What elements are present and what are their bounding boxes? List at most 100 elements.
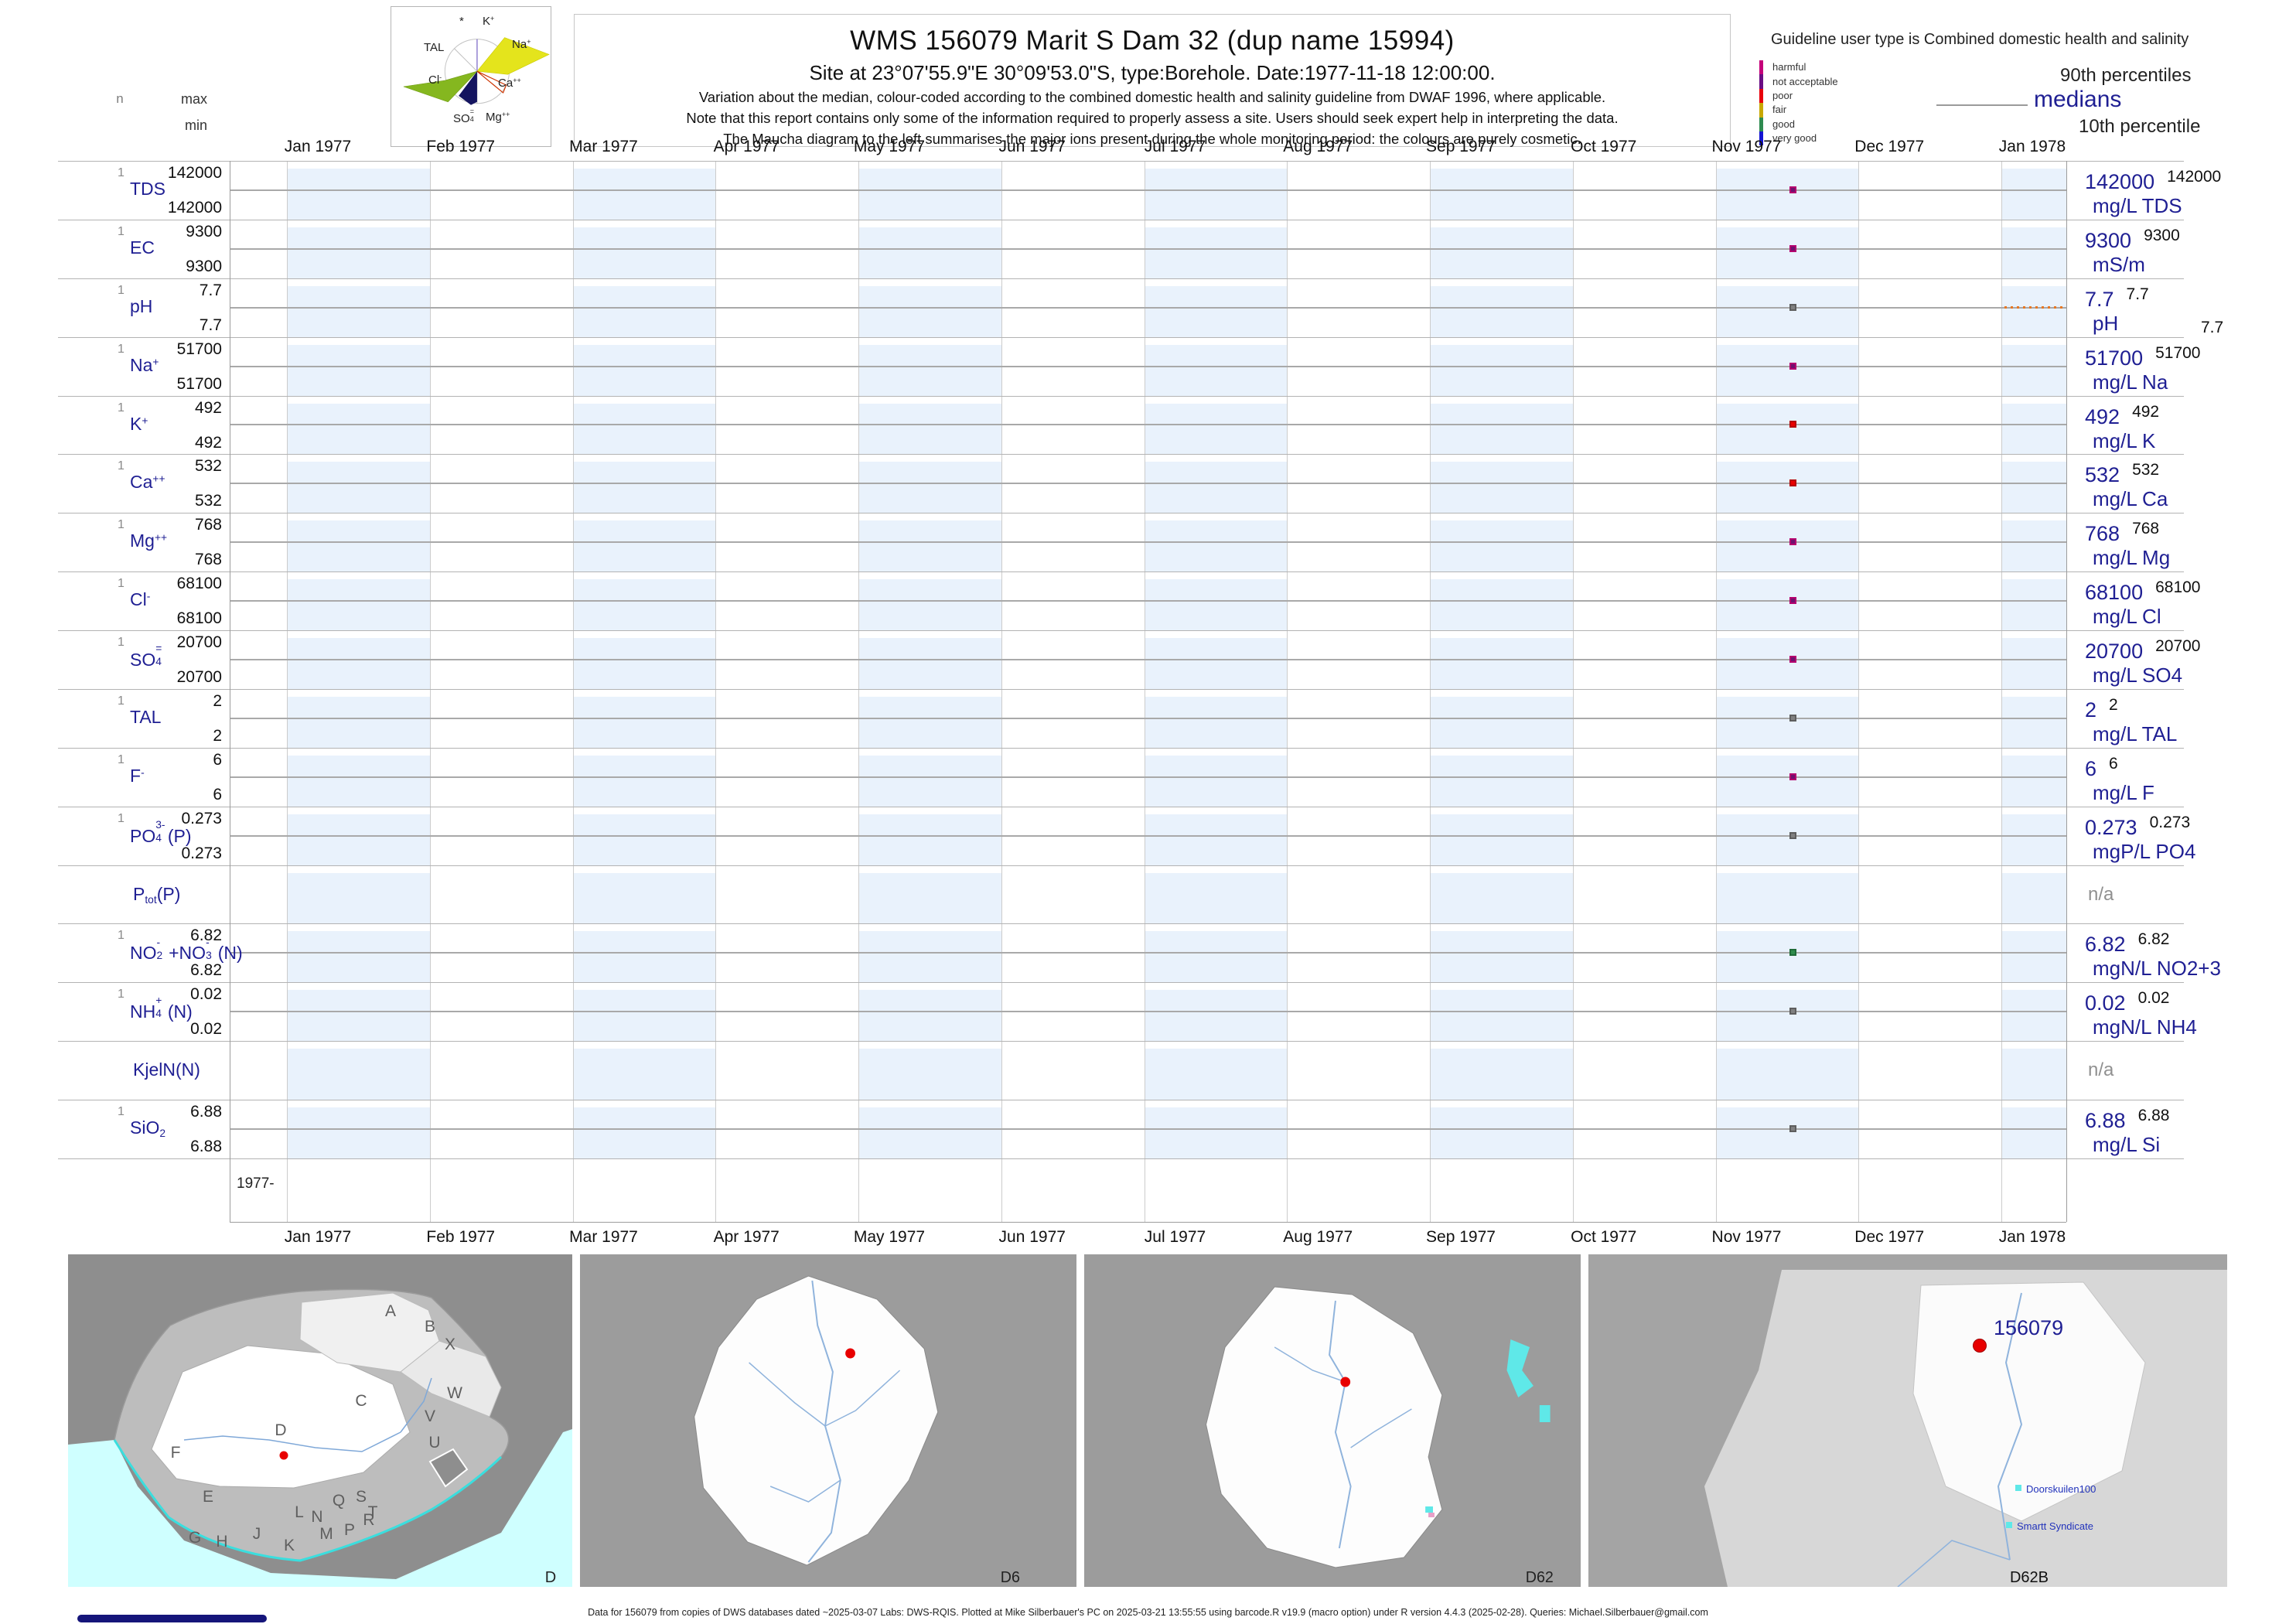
shaded-month-band bbox=[1431, 579, 1573, 631]
sample-point-ec bbox=[1789, 244, 1796, 252]
summary-90th-percentile-value: 532 bbox=[2132, 461, 2160, 479]
shaded-month-band bbox=[2002, 403, 2066, 455]
param-n-count: 1 bbox=[118, 224, 125, 238]
summary-line-k: 492 492 bbox=[2085, 403, 2159, 429]
place-label: Smartt Syndicate bbox=[2017, 1520, 2093, 1532]
param-n-count: 1 bbox=[118, 929, 125, 943]
param-max-value: 20700 bbox=[176, 633, 222, 652]
shaded-month-band bbox=[1431, 169, 1573, 220]
param-max-value: 768 bbox=[194, 516, 222, 534]
param-min-value: 2 bbox=[213, 726, 222, 745]
row-boundary-line bbox=[58, 982, 2184, 984]
month-label-top: Nov 1977 bbox=[1711, 138, 1782, 155]
row-boundary-line bbox=[58, 571, 2184, 573]
shaded-month-band bbox=[1716, 579, 1859, 631]
shaded-month-band bbox=[573, 579, 716, 631]
sample-point-tds bbox=[1789, 186, 1796, 193]
median-line bbox=[230, 541, 2066, 544]
maucha-ion-label: Cl- bbox=[428, 73, 442, 87]
ph-guideline-dot bbox=[2023, 305, 2025, 309]
row-boundary-line bbox=[58, 923, 2184, 925]
summary-unit-cl: mg/L Cl bbox=[2093, 605, 2161, 629]
month-gridline bbox=[572, 161, 574, 1222]
shaded-month-band bbox=[1145, 344, 1288, 396]
param-max-value: 6.82 bbox=[190, 926, 222, 945]
shaded-month-band bbox=[2002, 462, 2066, 513]
param-n-count: 1 bbox=[118, 342, 125, 356]
maucha-ion-label: TAL bbox=[424, 41, 445, 54]
footer-provenance-text: Data for 156079 from copies of DWS datab… bbox=[588, 1607, 1708, 1618]
shaded-month-band bbox=[2002, 285, 2066, 337]
shaded-month-band bbox=[1716, 403, 1859, 455]
param-max-value: 0.02 bbox=[190, 985, 222, 1004]
month-label-top: Sep 1977 bbox=[1426, 138, 1496, 155]
shaded-month-band bbox=[573, 872, 716, 924]
month-label-bottom: Feb 1977 bbox=[426, 1228, 496, 1246]
shaded-month-band bbox=[288, 814, 430, 865]
summary-unit-ph: pH bbox=[2093, 311, 2119, 335]
shaded-month-band bbox=[2002, 755, 2066, 807]
month-label-bottom: May 1977 bbox=[853, 1228, 926, 1246]
maucha-diagram-icon bbox=[403, 37, 550, 105]
param-name-tal: TAL bbox=[130, 706, 162, 727]
month-label-bottom: Jul 1977 bbox=[1144, 1228, 1206, 1246]
shaded-month-band bbox=[288, 520, 430, 572]
shaded-month-band bbox=[1431, 344, 1573, 396]
title-note-3: The Maucha diagram to the left summarise… bbox=[723, 131, 1581, 147]
param-max-value: 7.7 bbox=[199, 281, 222, 299]
param-n-count: 1 bbox=[118, 166, 125, 179]
shaded-month-band bbox=[1716, 285, 1859, 337]
summary-90th-percentile-value: 20700 bbox=[2155, 637, 2201, 656]
summary-median-value: 7.7 bbox=[2085, 287, 2114, 311]
shaded-month-band bbox=[1716, 814, 1859, 865]
summary-90th-percentile-value: 6 bbox=[2109, 754, 2118, 773]
month-label-top: Dec 1977 bbox=[1854, 138, 1925, 155]
median-line bbox=[230, 424, 2066, 426]
shaded-month-band bbox=[2002, 931, 2066, 983]
summary-line-sio2: 6.88 6.88 bbox=[2085, 1107, 2169, 1133]
shaded-month-band bbox=[859, 1049, 1001, 1100]
param-n-count: 1 bbox=[118, 752, 125, 766]
sample-point-so4 bbox=[1789, 655, 1796, 663]
site-marker bbox=[279, 1451, 288, 1460]
maucha-diagram: * K+ TAL Na+ Cl- Ca++ SO = 4 Mg++ bbox=[391, 6, 551, 147]
shaded-month-band bbox=[859, 696, 1001, 748]
map-code-label: D62 bbox=[1526, 1569, 1554, 1586]
map-south-africa: A BX W C VU D F E G H J KL NM PQ SRT D bbox=[68, 1254, 572, 1587]
legend-class-swatch bbox=[1759, 74, 1763, 89]
param-n-count: 1 bbox=[118, 1105, 125, 1119]
param-min-value: 768 bbox=[194, 551, 222, 569]
ph-guideline-dot bbox=[2054, 305, 2056, 309]
month-gridline bbox=[1715, 161, 1717, 1222]
month-label-bottom: Jan 1978 bbox=[1998, 1228, 2066, 1246]
shaded-month-band bbox=[573, 990, 716, 1042]
summary-90th-percentile-value: 51700 bbox=[2155, 343, 2201, 362]
summary-90th-percentile-value: 0.02 bbox=[2137, 989, 2170, 1008]
summary-90th-percentile-value: 142000 bbox=[2167, 168, 2222, 186]
legend-class-swatch bbox=[1759, 88, 1763, 104]
summary-line-tds: 142000 142000 bbox=[2085, 168, 2222, 194]
param-min-value: 7.7 bbox=[199, 316, 222, 334]
shaded-month-band bbox=[288, 579, 430, 631]
param-n-count: 1 bbox=[118, 459, 125, 473]
param-min-value: 0.273 bbox=[181, 844, 222, 862]
summary-median-value: 20700 bbox=[2085, 640, 2144, 664]
shaded-month-band bbox=[859, 872, 1001, 924]
ph-guideline-dot bbox=[2035, 305, 2038, 309]
month-gridline bbox=[1001, 161, 1002, 1222]
summary-median-value: 6.82 bbox=[2085, 933, 2126, 957]
summary-median-value: 0.273 bbox=[2085, 815, 2137, 839]
shaded-month-band bbox=[1145, 931, 1288, 983]
shaded-month-band bbox=[288, 755, 430, 807]
summary-90th-percentile-value: 2 bbox=[2109, 695, 2118, 714]
median-line bbox=[230, 776, 2066, 778]
summary-unit-so4: mg/L SO4 bbox=[2093, 664, 2183, 687]
shaded-month-band bbox=[573, 285, 716, 337]
median-line bbox=[230, 483, 2066, 485]
site-subtitle: Site at 23°07'55.9"E 30°09'53.0"S, type:… bbox=[809, 61, 1496, 84]
month-gridline bbox=[1572, 161, 1574, 1222]
param-min-value: 6.88 bbox=[190, 1138, 222, 1156]
shaded-month-band bbox=[2002, 814, 2066, 865]
month-label-bottom: Jan 1977 bbox=[284, 1228, 352, 1246]
